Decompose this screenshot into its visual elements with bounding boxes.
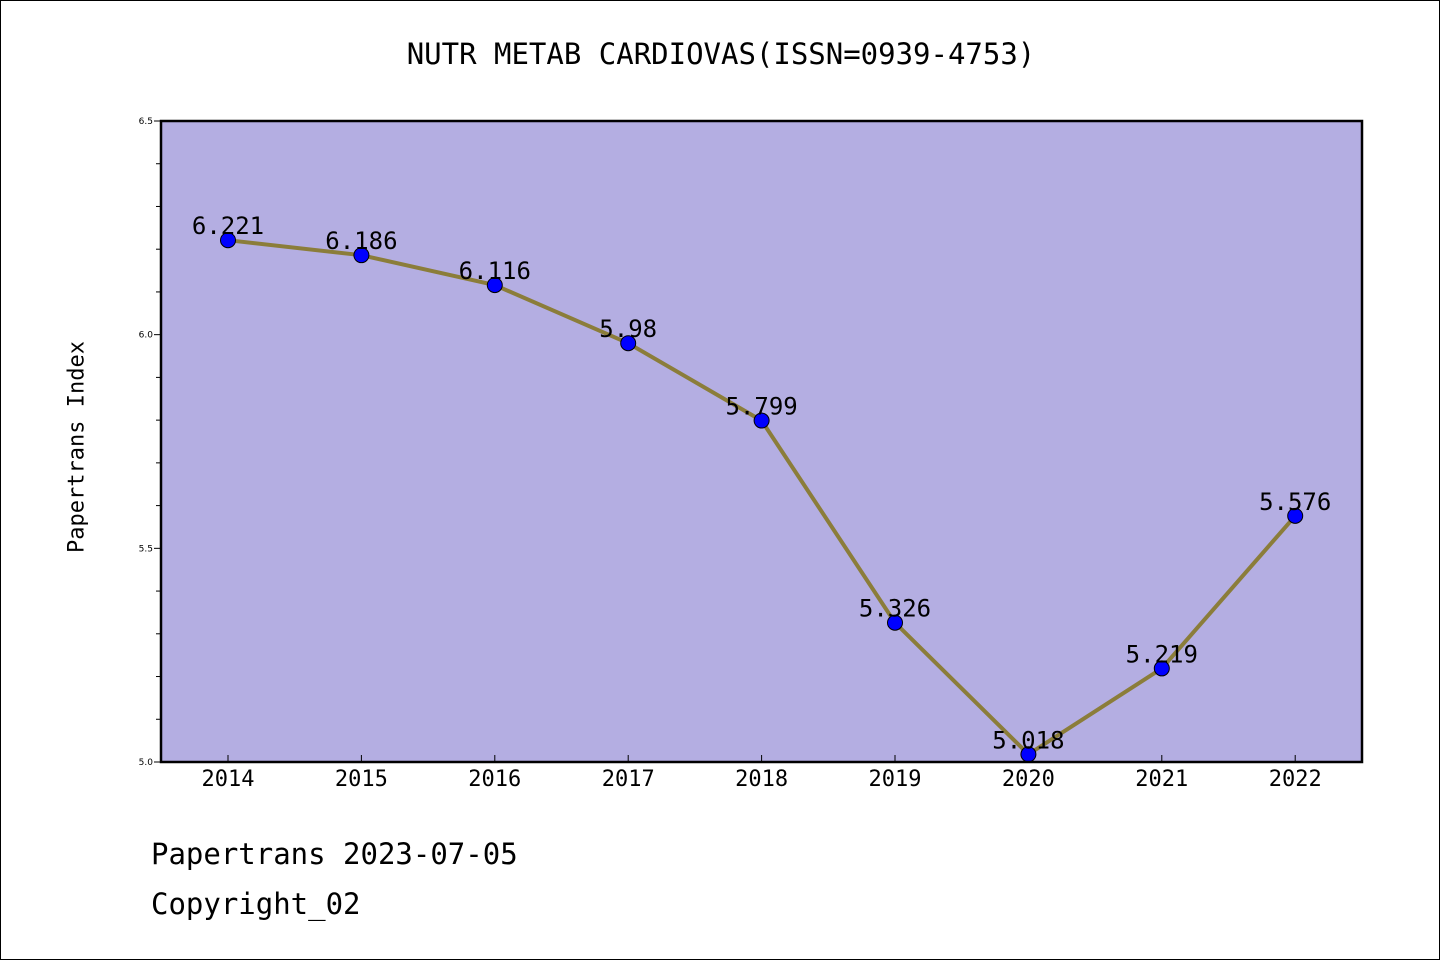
- y-axis: 5.0 5.5 6.0 6.5: [139, 117, 161, 768]
- x-tick-label: 2016: [468, 767, 521, 792]
- data-label: 5.326: [859, 595, 931, 623]
- series-group: 6.221 6.186 6.116 5.98 5.799 5.326 5.018 5.219 5…: [192, 212, 1331, 763]
- data-label: 5.799: [725, 393, 797, 421]
- x-tick-label: 2014: [202, 767, 255, 792]
- chart-title: NUTR METAB CARDIOVAS(ISSN=0939-4753): [406, 37, 1036, 71]
- data-point-marker: [486, 277, 503, 294]
- data-label: 6.221: [192, 212, 264, 240]
- x-tick-label: 2022: [1269, 767, 1322, 792]
- x-tick-label: 2018: [735, 767, 788, 792]
- data-point-marker: [1153, 660, 1170, 677]
- plot-area: [161, 121, 1362, 762]
- data-label: 5.98: [599, 315, 657, 343]
- data-label: 5.576: [1259, 488, 1331, 516]
- y-tick-label: 6.0: [139, 331, 154, 341]
- x-tick-label: 2015: [335, 767, 388, 792]
- data-label: 5.018: [992, 726, 1064, 754]
- data-label: 6.186: [325, 227, 397, 255]
- x-tick-label: 2017: [602, 767, 655, 792]
- data-point-marker: [753, 412, 770, 429]
- footer-date: Papertrans 2023-07-05: [151, 837, 518, 871]
- y-tick-label: 5.5: [139, 544, 153, 554]
- x-tick-label: 2020: [1002, 767, 1055, 792]
- data-point-marker: [887, 614, 903, 631]
- data-point-marker: [220, 232, 236, 249]
- data-label: 5.219: [1126, 640, 1198, 668]
- footer-copyright: Copyright_02: [151, 887, 361, 921]
- data-label: 6.116: [459, 257, 531, 285]
- x-tick-label: 2021: [1135, 767, 1188, 792]
- y-tick-label: 5.0: [139, 758, 154, 768]
- x-axis: 2014 2015 2016 2017 2018 2019 2020 2021 2022: [202, 755, 1322, 792]
- plot-frame: [159, 119, 1364, 764]
- data-point-marker: [353, 247, 370, 264]
- x-tick-label: 2019: [869, 767, 922, 792]
- data-point-marker: [1287, 507, 1304, 524]
- y-tick-label: 6.5: [139, 117, 153, 127]
- data-point-marker: [620, 335, 637, 352]
